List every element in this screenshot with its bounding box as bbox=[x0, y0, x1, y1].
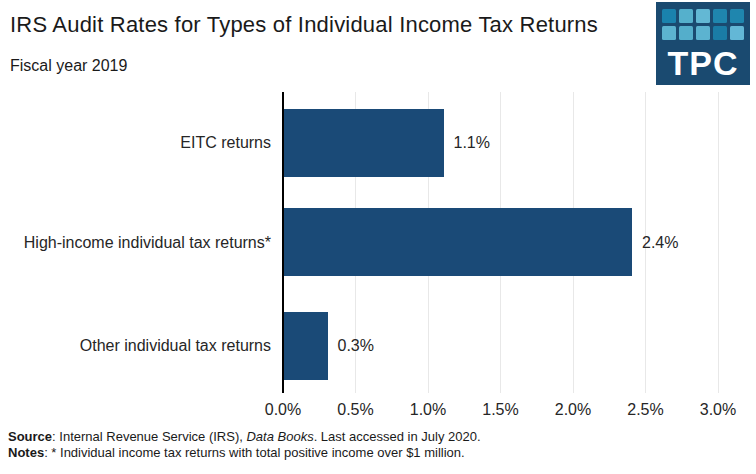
source-line: Source: Internal Revenue Service (IRS), … bbox=[8, 429, 481, 445]
logo-square bbox=[713, 9, 727, 23]
logo-square bbox=[730, 26, 744, 40]
value-label-high-income: 2.4% bbox=[642, 233, 678, 253]
category-label-high-income: High-income individual tax returns* bbox=[0, 233, 271, 253]
logo-square bbox=[662, 26, 676, 40]
x-tick-label: 1.5% bbox=[466, 401, 536, 419]
source-italic-text: Data Books bbox=[246, 429, 313, 444]
source-label: Source bbox=[8, 429, 52, 444]
notes-label: Notes bbox=[8, 445, 44, 460]
category-label-other: Other individual tax returns bbox=[0, 336, 271, 356]
category-label-eitc: EITC returns bbox=[0, 133, 271, 153]
source-text-end: . Last accessed in July 2020. bbox=[314, 429, 481, 444]
logo-square bbox=[730, 9, 744, 23]
value-label-other: 0.3% bbox=[338, 336, 374, 356]
logo-square bbox=[679, 26, 693, 40]
x-tick-label: 0.0% bbox=[248, 401, 318, 419]
x-tick-label: 0.5% bbox=[321, 401, 391, 419]
value-label-eitc: 1.1% bbox=[454, 133, 490, 153]
logo-square bbox=[696, 9, 710, 23]
footnotes: Source: Internal Revenue Service (IRS), … bbox=[8, 429, 481, 461]
logo-square bbox=[713, 26, 727, 40]
notes-text: : * Individual income tax returns with t… bbox=[44, 445, 465, 460]
x-tick-label: 2.0% bbox=[538, 401, 608, 419]
source-text: : Internal Revenue Service (IRS), bbox=[52, 429, 246, 444]
bar-high-income-returns bbox=[284, 208, 632, 276]
notes-line: Notes: * Individual income tax returns w… bbox=[8, 445, 481, 461]
x-tick-label: 2.5% bbox=[611, 401, 681, 419]
logo-text: TPC bbox=[656, 42, 750, 84]
logo-square bbox=[696, 26, 710, 40]
chart-figure: IRS Audit Rates for Types of Individual … bbox=[0, 0, 756, 474]
logo-square bbox=[679, 9, 693, 23]
tpc-logo: TPC bbox=[656, 2, 750, 85]
bar-eitc-returns bbox=[284, 109, 444, 177]
x-tick-label: 1.0% bbox=[393, 401, 463, 419]
chart-subtitle: Fiscal year 2019 bbox=[10, 57, 127, 75]
bar-other-returns bbox=[284, 312, 328, 380]
page-title: IRS Audit Rates for Types of Individual … bbox=[10, 11, 655, 39]
logo-grid-icon bbox=[656, 9, 750, 40]
x-tick-label: 3.0% bbox=[683, 401, 753, 419]
logo-square bbox=[662, 9, 676, 23]
gridline bbox=[718, 92, 719, 393]
